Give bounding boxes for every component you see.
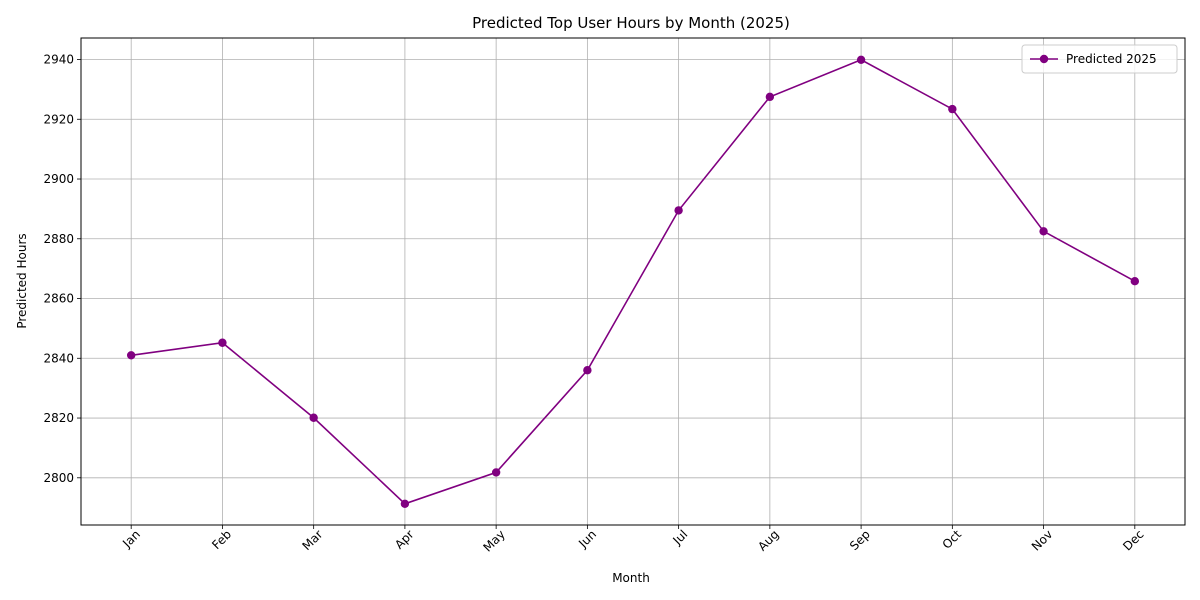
y-tick-label: 2880 (43, 232, 74, 246)
data-point (583, 366, 592, 375)
y-tick-label: 2900 (43, 172, 74, 186)
x-axis-label: Month (612, 571, 650, 585)
data-point (674, 206, 683, 215)
y-tick-label: 2920 (43, 112, 74, 126)
data-point (948, 104, 957, 114)
legend-box (1021, 44, 1178, 74)
y-axis-ticks: 2800 2820 2840 2860 2880 2900 2920 2940 (43, 53, 81, 485)
series-line (131, 58, 1136, 505)
plot-frame (80, 37, 1186, 526)
data-point (765, 92, 775, 102)
y-tick-label: 2800 (43, 471, 74, 485)
series-layer (126, 55, 1140, 508)
legend: Predicted 2025 (1021, 44, 1178, 74)
y-tick-label: 2820 (43, 411, 74, 425)
grid (81, 38, 1185, 525)
data-point (1130, 277, 1140, 286)
data-point (856, 55, 866, 65)
data-point (218, 338, 227, 347)
legend-marker-swatch (1039, 54, 1049, 64)
data-point (400, 499, 410, 508)
y-axis-label: Predicted Hours (15, 233, 29, 328)
legend-label: Predicted 2025 (1066, 52, 1157, 66)
y-tick-label: 2860 (43, 292, 74, 306)
data-point (491, 468, 501, 477)
y-tick-label: 2840 (43, 351, 74, 365)
data-point (309, 413, 318, 422)
chart-title: Predicted Top User Hours by Month (2025) (472, 14, 790, 32)
data-point (126, 351, 136, 360)
y-tick-label: 2940 (43, 53, 74, 67)
data-point (1039, 227, 1048, 236)
